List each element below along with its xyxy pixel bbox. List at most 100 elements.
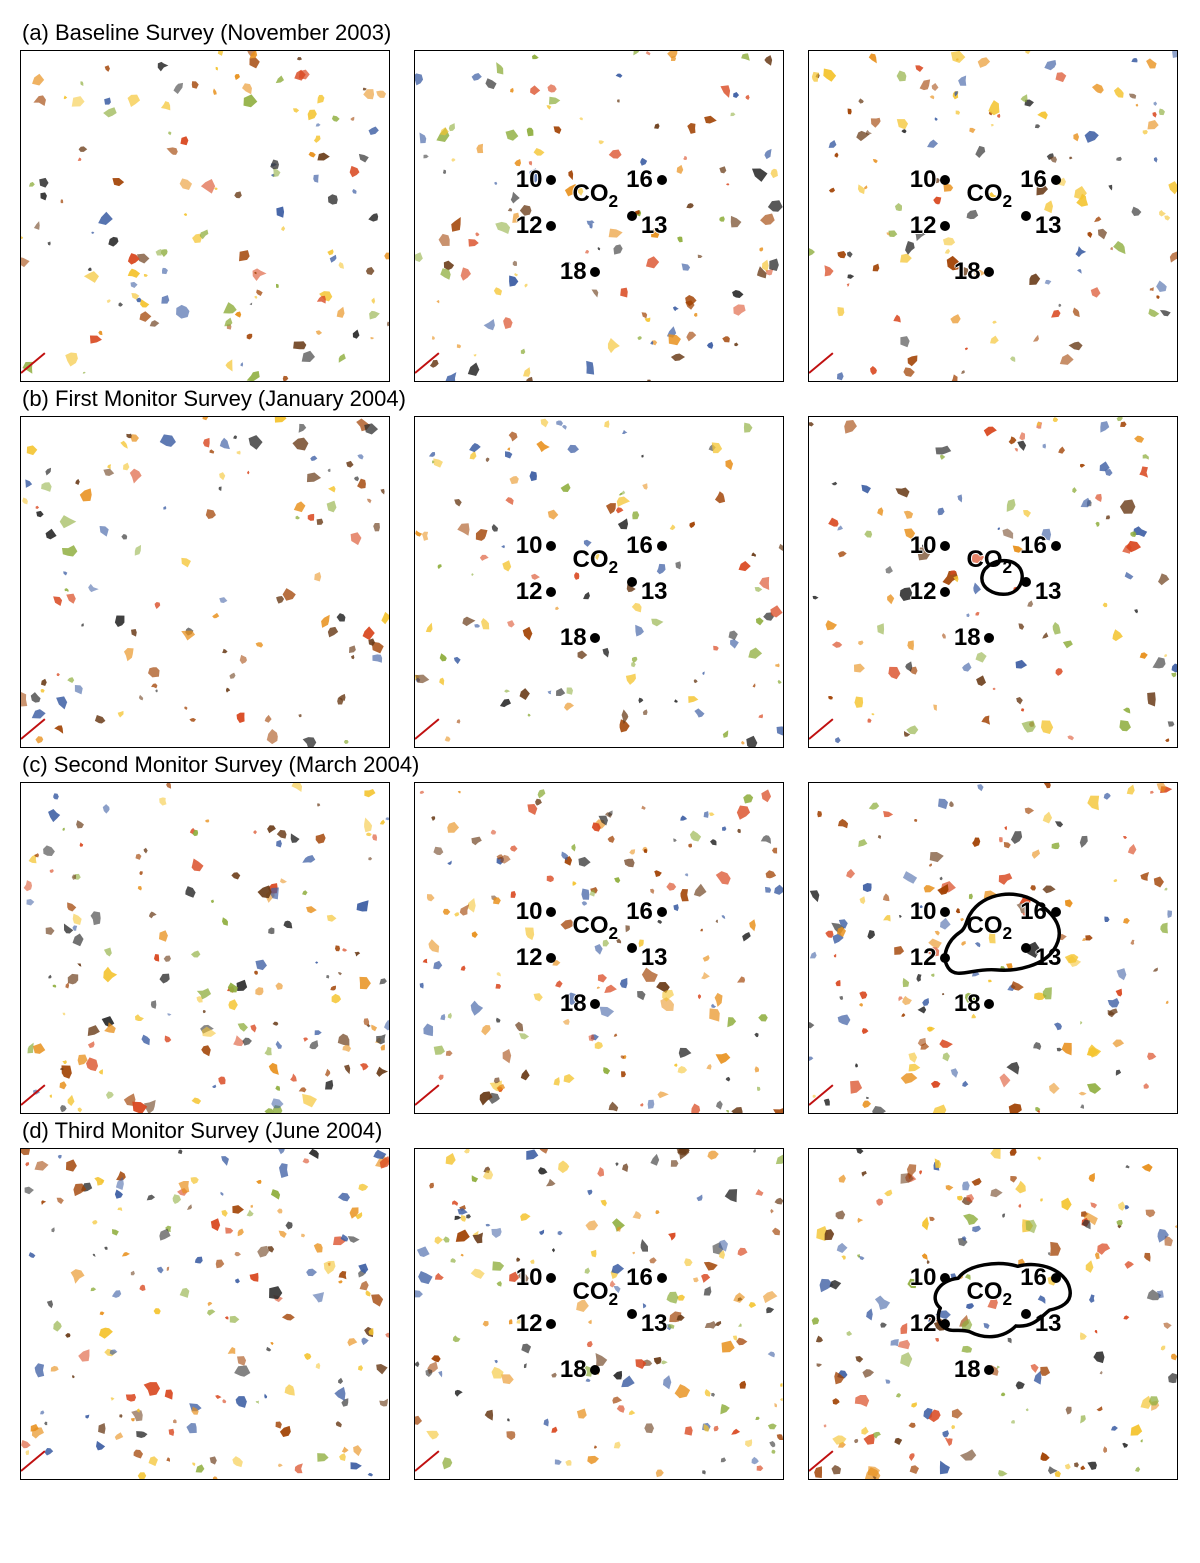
well-label: 16 (1020, 898, 1047, 926)
well-label: 18 (560, 258, 587, 286)
well-marker (1051, 541, 1061, 551)
well-label: 16 (626, 1264, 653, 1292)
co2-label: CO2 (967, 1278, 1013, 1310)
row-title: (b) First Monitor Survey (January 2004) (22, 386, 1180, 412)
survey-panel: 10 16 12 13 18 CO2 (414, 1148, 784, 1480)
well-label: 13 (1035, 944, 1062, 972)
survey-panel (20, 1148, 390, 1480)
well-label: 18 (954, 1356, 981, 1384)
well-label: 12 (516, 578, 543, 606)
survey-panel: 1016121318CO2 (808, 1148, 1178, 1480)
row-title: (a) Baseline Survey (November 2003) (22, 20, 1180, 46)
well-marker (657, 175, 667, 185)
well-marker (627, 211, 637, 221)
well-marker (546, 953, 556, 963)
well-marker (1051, 907, 1061, 917)
survey-row: (c) Second Monitor Survey (March 2004) 10… (20, 752, 1180, 1114)
co2-label: CO2 (573, 546, 619, 578)
well-marker (590, 999, 600, 1009)
co2-label: CO2 (573, 912, 619, 944)
co2-label: CO2 (967, 180, 1013, 212)
well-marker (657, 541, 667, 551)
well-marker (590, 633, 600, 643)
panel-row: 1016121318CO21016121318CO2 (20, 782, 1180, 1114)
row-title: (c) Second Monitor Survey (March 2004) (22, 752, 1180, 778)
well-label: 12 (910, 212, 937, 240)
well-marker (940, 221, 950, 231)
well-label: 16 (626, 532, 653, 560)
well-marker (546, 1319, 556, 1329)
well-marker (940, 175, 950, 185)
well-label: 10 (516, 898, 543, 926)
survey-panel: 1016121318CO2 (808, 50, 1178, 382)
panel-row: 1016121318CO21016121318CO2 (20, 1148, 1180, 1480)
survey-panel: 10 16 12 13 18 CO2 (414, 782, 784, 1114)
figure-grid: (a) Baseline Survey (November 2003)10161… (20, 20, 1180, 1480)
well-label: 12 (910, 578, 937, 606)
co2-label: CO2 (967, 546, 1013, 578)
well-marker (627, 943, 637, 953)
well-label: 12 (516, 212, 543, 240)
well-label: 16 (626, 166, 653, 194)
well-label: 10 (516, 1264, 543, 1292)
well-label: 13 (1035, 212, 1062, 240)
well-marker (984, 1365, 994, 1375)
well-label: 18 (954, 624, 981, 652)
well-label: 13 (641, 1310, 668, 1338)
well-label: 13 (1035, 1310, 1062, 1338)
well-label: 13 (1035, 578, 1062, 606)
panel-row: 1016121318CO21016121318CO2 (20, 50, 1180, 382)
well-label: 12 (516, 1310, 543, 1338)
well-marker (657, 907, 667, 917)
well-marker (627, 577, 637, 587)
well-label: 12 (516, 944, 543, 972)
survey-row: (a) Baseline Survey (November 2003) 10 16 1… (20, 20, 1180, 382)
well-marker (546, 221, 556, 231)
well-marker (1021, 211, 1031, 221)
co2-label: CO2 (573, 180, 619, 212)
well-label: 16 (1020, 166, 1047, 194)
survey-panel (20, 416, 390, 748)
well-label: 18 (560, 990, 587, 1018)
well-marker (940, 1273, 950, 1283)
well-label: 12 (910, 944, 937, 972)
well-label: 10 (910, 898, 937, 926)
well-marker (657, 1273, 667, 1283)
well-marker (546, 1273, 556, 1283)
well-label: 10 (910, 532, 937, 560)
well-label: 13 (641, 578, 668, 606)
well-marker (1051, 1273, 1061, 1283)
survey-panel: 1016121318CO2 (414, 416, 784, 748)
well-label: 10 (910, 166, 937, 194)
well-marker (984, 999, 994, 1009)
well-label: 10 (516, 166, 543, 194)
well-label: 13 (641, 944, 668, 972)
well-marker (546, 587, 556, 597)
panel-row: 1016121318CO21016121318CO2 (20, 416, 1180, 748)
well-label: 18 (560, 624, 587, 652)
well-label: 18 (560, 1356, 587, 1384)
well-marker (1021, 1309, 1031, 1319)
co2-label: CO2 (573, 1278, 619, 1310)
well-marker (940, 1319, 950, 1329)
co2-label: CO2 (967, 912, 1013, 944)
well-label: 16 (1020, 532, 1047, 560)
survey-panel: 1016121318CO2 (414, 50, 784, 382)
well-marker (984, 267, 994, 277)
survey-row: (d) Third Monitor Survey (June 2004) 10 16… (20, 1118, 1180, 1480)
well-label: 16 (1020, 1264, 1047, 1292)
well-marker (940, 541, 950, 551)
well-marker (1021, 577, 1031, 587)
well-marker (940, 587, 950, 597)
survey-panel: 1016121318CO2 (808, 782, 1178, 1114)
well-marker (940, 907, 950, 917)
well-marker (1021, 943, 1031, 953)
well-marker (546, 175, 556, 185)
survey-row: (b) First Monitor Survey (January 2004) 1… (20, 386, 1180, 748)
well-label: 16 (626, 898, 653, 926)
well-marker (590, 267, 600, 277)
well-marker (940, 953, 950, 963)
survey-panel: 10 16 12 13 18 CO2 (808, 416, 1178, 748)
well-marker (590, 1365, 600, 1375)
row-title: (d) Third Monitor Survey (June 2004) (22, 1118, 1180, 1144)
